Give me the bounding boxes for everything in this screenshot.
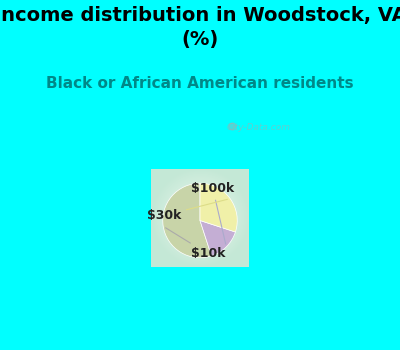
Text: $30k: $30k <box>146 199 228 222</box>
Text: City-Data.com: City-Data.com <box>227 123 291 132</box>
Text: $10k: $10k <box>166 228 225 260</box>
Wedge shape <box>200 220 236 256</box>
Wedge shape <box>200 183 237 232</box>
Text: Black or African American residents: Black or African American residents <box>46 76 354 91</box>
Text: Income distribution in Woodstock, VA
(%): Income distribution in Woodstock, VA (%) <box>0 6 400 49</box>
Text: $100k: $100k <box>191 182 234 244</box>
Wedge shape <box>163 183 212 258</box>
